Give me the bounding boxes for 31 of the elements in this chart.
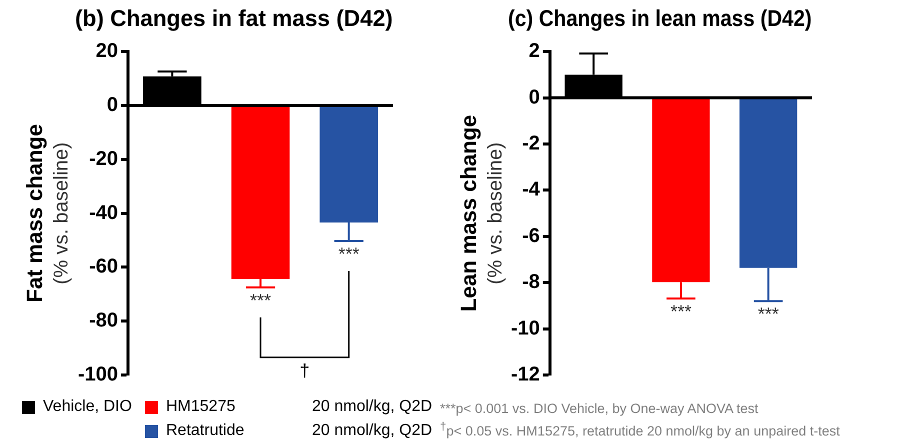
y-tick-label: -40 [89,202,118,224]
y-tick-label: -8 [522,271,540,294]
annotation: *** [758,304,779,324]
annotation: *** [338,244,360,264]
annotation: *** [250,290,272,310]
y-tick-label: 0 [106,94,118,116]
y-axis-title: Lean mass change (% vs. baseline) [456,114,507,312]
y-tick-label: 20 [96,40,118,62]
annotation: † [300,360,310,380]
text: 20 nmol/kg, Q2D [312,398,432,416]
y-tick-label: -2 [522,132,540,155]
y-tick-label: -60 [89,256,118,278]
y-tick-label: -4 [522,178,541,201]
text: ***p< 0.001 vs. DIO Vehicle, by One-way ANOVA test [440,400,760,418]
annotation: *** [670,302,692,322]
chart-title: (c) Changes in lean mass (D42) [508,5,812,32]
y-tick-label: -20 [89,148,118,170]
y-tick-label: 0 [528,86,540,108]
legend-label: Retatrutide [166,422,244,440]
legend-label: Vehicle, DIO [43,398,132,416]
y-tick-label: 2 [528,40,540,62]
y-tick-label: -6 [522,224,540,247]
chart-title: (b) Changes in fat mass (D42) [75,4,393,32]
y-tick-label: -100 [78,364,118,386]
text: 20 nmol/kg, Q2D [312,422,432,440]
y-tick-label: -12 [511,364,540,386]
legend-label: HM15275 [166,398,236,416]
y-tick-label: -80 [89,310,118,332]
y-axis-title: Fat mass change (% vs. baseline) [22,124,73,303]
text: $^{†}$p< 0.05 vs. HM15275, retatrutide 20 nmol/kg by an unpaired t-test [440,420,840,440]
y-tick-label: -10 [511,317,540,340]
